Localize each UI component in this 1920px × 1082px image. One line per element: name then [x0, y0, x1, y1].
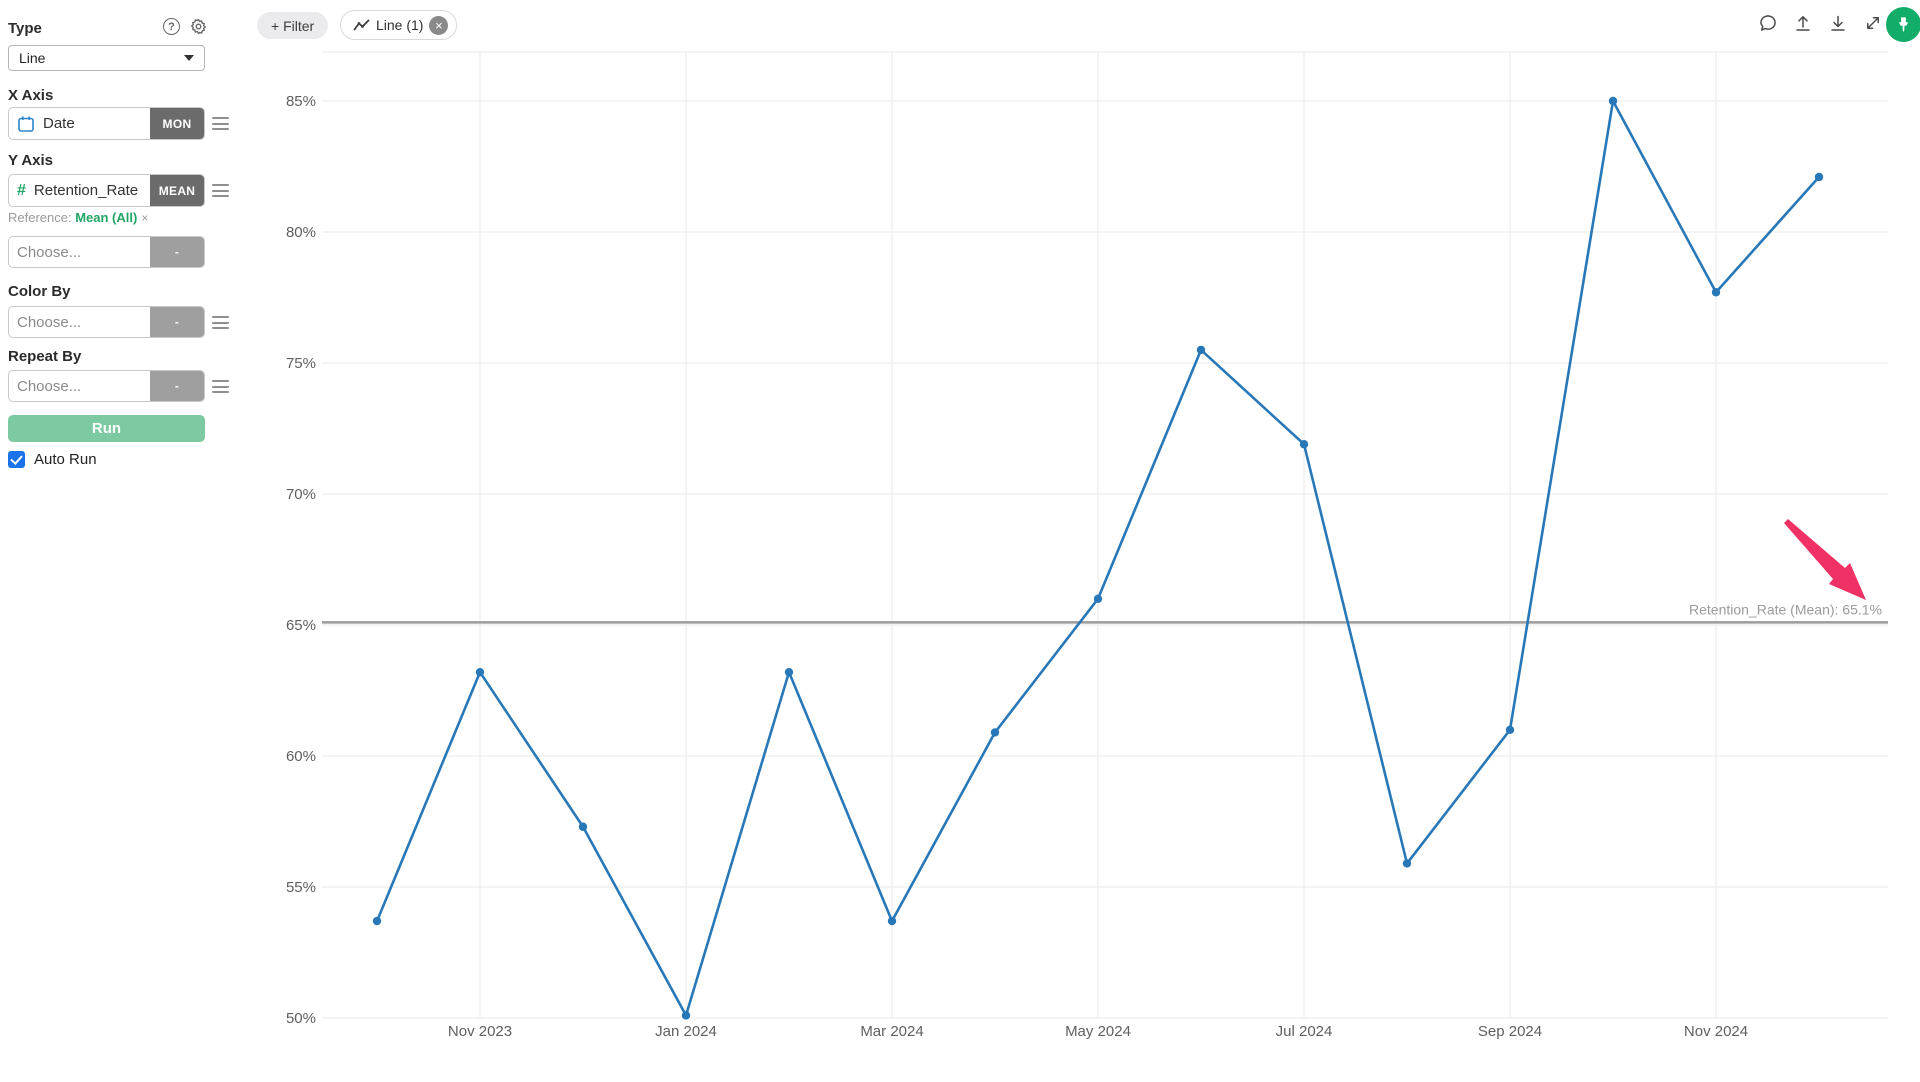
y-axis-field-value: Retention_Rate	[33, 182, 139, 199]
data-point[interactable]	[1299, 440, 1309, 449]
auto-run-checkbox[interactable]	[8, 451, 25, 468]
reference-prefix: Reference:	[8, 210, 72, 225]
gear-icon[interactable]	[189, 17, 207, 35]
data-point[interactable]	[1196, 345, 1206, 355]
x-axis-drag-handle[interactable]	[212, 117, 229, 130]
sidebar: Type ? Line X Axis Date MON Y Axis # Ret…	[0, 0, 232, 1082]
chevron-down-icon	[184, 55, 194, 61]
repeat-by-section-label: Repeat By	[8, 348, 82, 365]
avatar[interactable]	[1886, 7, 1920, 42]
y-axis-tick-label: 65%	[286, 617, 316, 634]
y-axis-tick-label: 80%	[286, 224, 316, 241]
reference-row: Reference: Mean (All) ×	[8, 210, 148, 225]
reference-value[interactable]: Mean (All)	[75, 210, 138, 225]
data-point[interactable]	[1814, 172, 1824, 182]
filter-button[interactable]: + Filter	[257, 12, 329, 39]
repeat-by-badge: -	[150, 371, 204, 401]
download-icon[interactable]	[1828, 13, 1848, 33]
line-chart-icon	[353, 18, 370, 33]
data-point[interactable]	[784, 667, 794, 677]
tab-line-1[interactable]: Line (1) ×	[340, 10, 458, 40]
data-point[interactable]	[1505, 725, 1515, 734]
data-point[interactable]	[1402, 859, 1412, 868]
upload-icon[interactable]	[1793, 13, 1813, 33]
x-axis-tick-label: Nov 2024	[1684, 1023, 1748, 1040]
data-point[interactable]	[990, 728, 1000, 737]
chart-type-value: Line	[19, 50, 46, 66]
y-axis-section-label: Y Axis	[8, 152, 54, 169]
y-axis-tick-label: 70%	[286, 486, 316, 503]
y-axis-add-badge: -	[150, 237, 204, 267]
help-icon[interactable]: ?	[163, 18, 181, 36]
repeat-by-drag-handle[interactable]	[212, 380, 229, 393]
repeat-by-placeholder: Choose...	[17, 377, 82, 395]
data-point[interactable]	[1711, 288, 1721, 297]
y-axis-add-placeholder: Choose...	[17, 243, 82, 261]
x-axis-tick-label: Jan 2024	[655, 1023, 717, 1040]
chart-type-select[interactable]: Line	[8, 45, 205, 71]
x-axis-tick-label: Sep 2024	[1478, 1023, 1542, 1040]
calendar-icon	[17, 115, 35, 133]
data-point[interactable]	[372, 916, 382, 926]
color-by-placeholder: Choose...	[17, 313, 82, 331]
x-axis-tick-label: May 2024	[1065, 1023, 1131, 1040]
data-point[interactable]	[1093, 594, 1103, 603]
auto-run-label: Auto Run	[34, 451, 97, 468]
tab-label: Line (1)	[376, 17, 424, 33]
y-axis-field[interactable]: # Retention_Rate MEAN	[8, 174, 205, 207]
y-axis-aggregation-badge[interactable]: MEAN	[150, 175, 204, 206]
color-by-drag-handle[interactable]	[212, 316, 229, 329]
y-axis-add-field[interactable]: Choose... -	[8, 236, 205, 268]
auto-run-row: Auto Run	[8, 451, 97, 468]
x-axis-aggregation-badge[interactable]: MON	[150, 108, 204, 139]
type-section-label: Type	[8, 20, 42, 37]
data-point[interactable]	[475, 667, 485, 677]
data-point[interactable]	[1608, 96, 1618, 106]
data-point[interactable]	[578, 822, 588, 831]
y-axis-tick-label: 55%	[286, 879, 316, 896]
x-axis-section-label: X Axis	[8, 87, 54, 104]
x-axis-tick-label: Jul 2024	[1276, 1023, 1333, 1040]
color-by-badge: -	[150, 307, 204, 337]
x-axis-field[interactable]: Date MON	[8, 107, 205, 140]
color-by-section-label: Color By	[8, 283, 71, 300]
y-axis-tick-label: 60%	[286, 748, 316, 765]
color-by-field[interactable]: Choose... -	[8, 306, 205, 338]
number-field-icon: #	[17, 181, 26, 199]
reference-remove-icon[interactable]: ×	[141, 211, 149, 225]
toolbar-actions	[1758, 13, 1883, 33]
y-axis-tick-label: 50%	[286, 1010, 316, 1027]
x-axis-tick-label: Mar 2024	[860, 1023, 923, 1040]
data-point[interactable]	[681, 1011, 691, 1020]
pushpin-icon	[1898, 17, 1909, 32]
run-button[interactable]: Run	[8, 415, 205, 442]
y-axis-tick-label: 85%	[286, 93, 316, 110]
data-point[interactable]	[887, 916, 897, 926]
repeat-by-field[interactable]: Choose... -	[8, 370, 205, 402]
y-axis-drag-handle[interactable]	[212, 184, 229, 197]
x-axis-tick-label: Nov 2023	[448, 1023, 512, 1040]
expand-icon[interactable]	[1863, 13, 1883, 33]
tab-close-icon[interactable]: ×	[429, 15, 449, 35]
annotation-arrow	[1784, 519, 1866, 600]
x-axis-field-value: Date	[43, 115, 75, 132]
comment-icon[interactable]	[1758, 13, 1778, 33]
y-axis-tick-label: 75%	[286, 355, 316, 372]
reference-line-label: Retention_Rate (Mean): 65.1%	[1689, 601, 1882, 617]
